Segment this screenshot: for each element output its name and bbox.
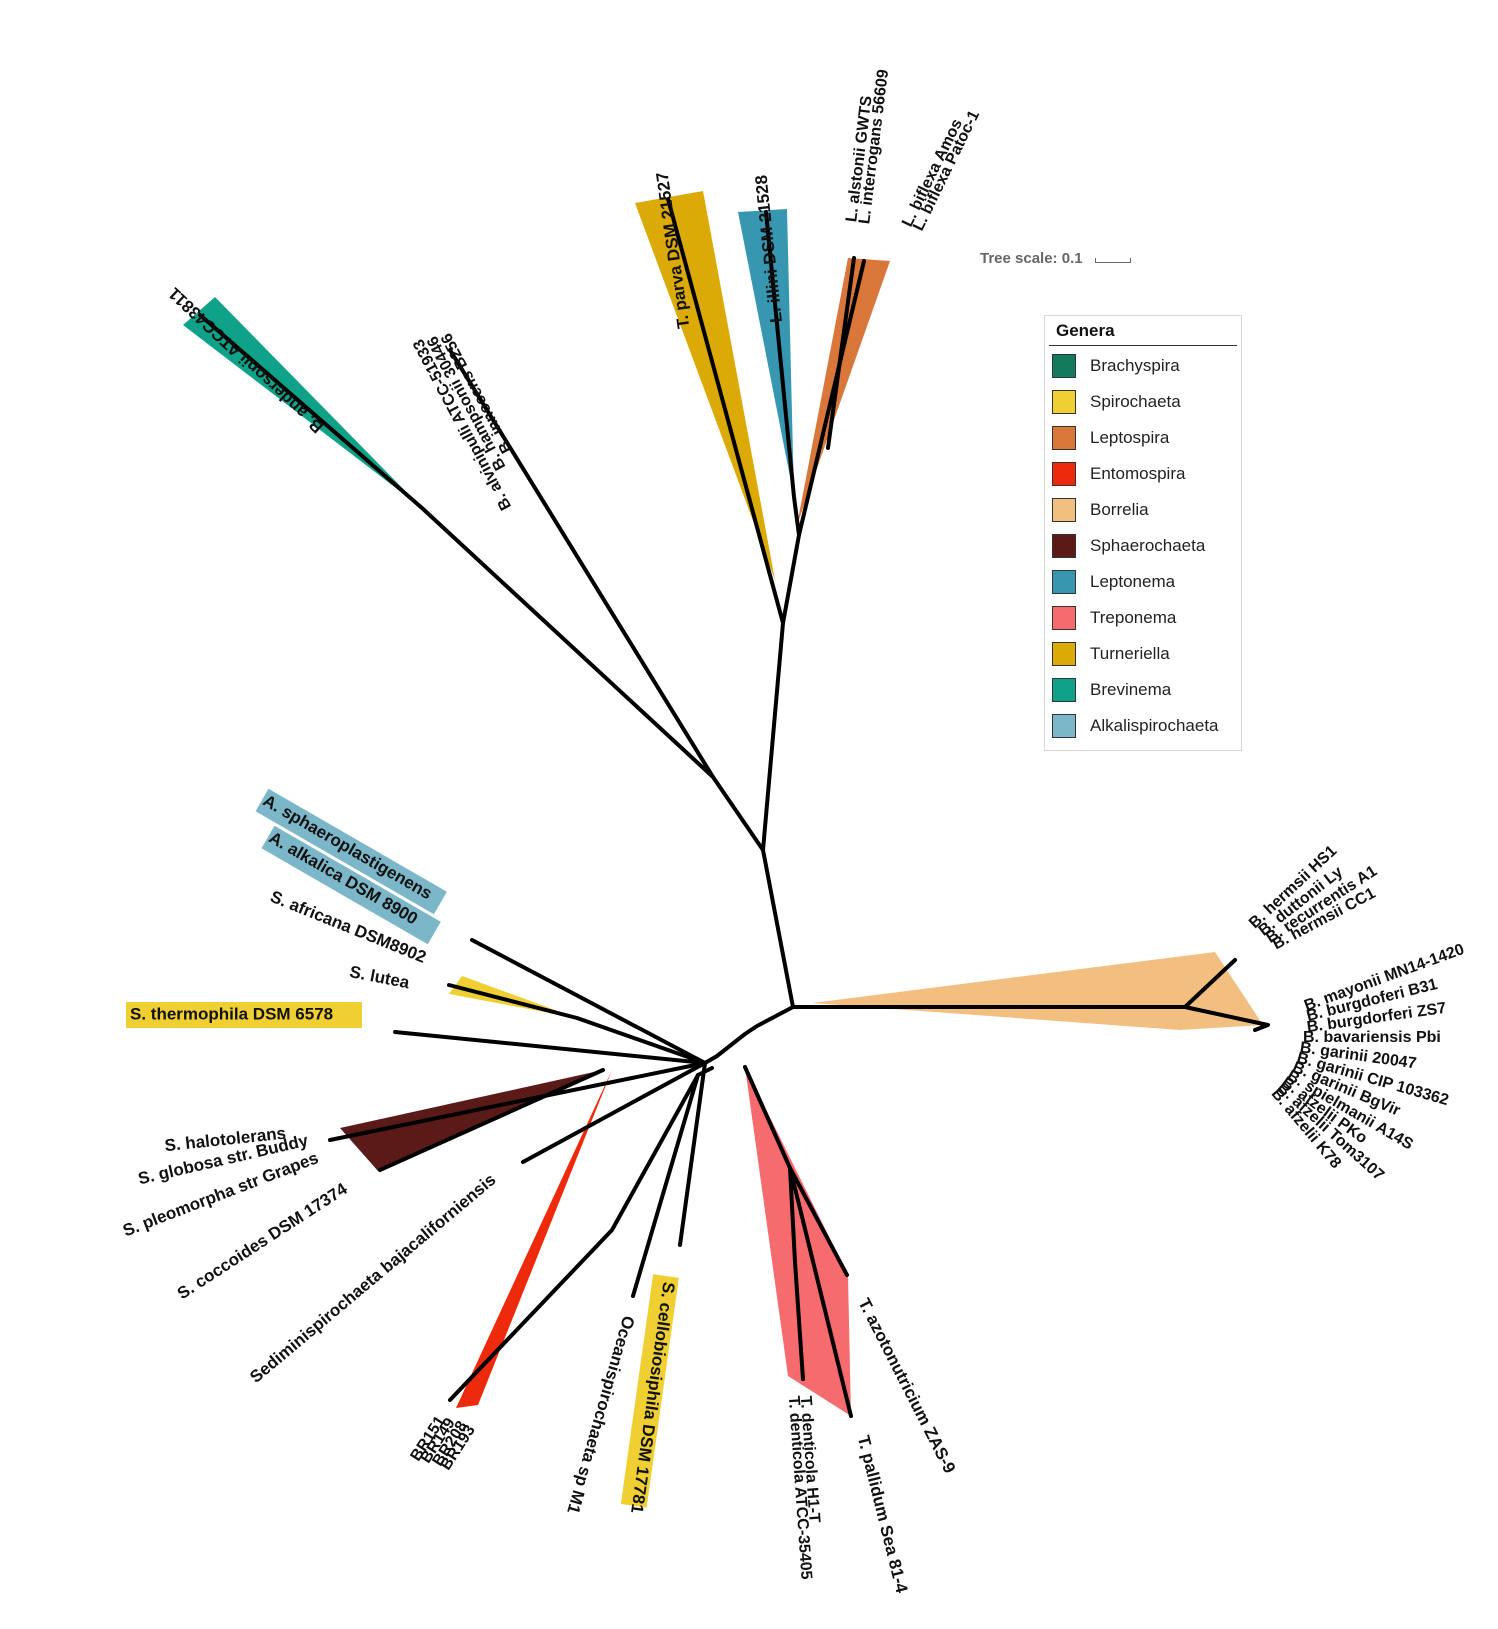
legend-label: Brevinema: [1090, 680, 1172, 699]
legend-item: Borrelia: [1052, 497, 1149, 523]
legend-item: Brevinema: [1052, 677, 1171, 703]
legend-title: Genera: [1049, 316, 1237, 346]
legend-item: Sphaerochaeta: [1052, 533, 1205, 559]
legend-label: Entomospira: [1090, 464, 1186, 483]
tree-branches: [198, 197, 1270, 1418]
genera-legend: Genera Brachyspira Spirochaeta Leptospir…: [1044, 315, 1242, 751]
legend-item: Entomospira: [1052, 461, 1185, 487]
s-cellobiosiphila-highlight: [620, 1274, 679, 1508]
legend-label: Leptonema: [1090, 572, 1176, 591]
legend-swatch: [1052, 462, 1076, 486]
legend-swatch: [1052, 570, 1076, 594]
legend-label: Borrelia: [1090, 500, 1149, 519]
a-alkalica-highlight: [261, 825, 441, 945]
legend-item: Leptospira: [1052, 425, 1169, 451]
legend-label: Leptospira: [1090, 428, 1170, 447]
legend-label: Alkalispirochaeta: [1090, 716, 1219, 735]
legend-label: Turneriella: [1090, 644, 1170, 663]
turneriella-wedge: [635, 191, 775, 580]
s-thermophila-highlight: [126, 1002, 362, 1028]
legend-swatch: [1052, 498, 1076, 522]
taxon-label: B. andersonii ATCC43811: [165, 284, 327, 437]
leptonema-wedge: [738, 209, 794, 497]
legend-swatch: [1052, 390, 1076, 414]
legend-label: Brachyspira: [1090, 356, 1180, 375]
a-sphaeroplastigenens-highlight: [255, 788, 447, 915]
legend-item: Leptonema: [1052, 569, 1175, 595]
legend-item: Alkalispirochaeta: [1052, 713, 1219, 739]
legend-item: Treponema: [1052, 605, 1176, 631]
tree-scale-bar: [1094, 258, 1131, 263]
spirochaeta-lutea-wedge: [449, 976, 577, 1018]
tree-scale: Tree scale: 0.1: [980, 250, 1131, 267]
legend-item: Brachyspira: [1052, 353, 1180, 379]
taxon-label: B. bavariensis Pbi: [1303, 1029, 1441, 1046]
treponema-wedge: [745, 1067, 851, 1416]
legend-swatch: [1052, 534, 1076, 558]
entomospira-wedge: [456, 1070, 612, 1408]
legend-swatch: [1052, 354, 1076, 378]
taxon-label: Sediminispirochaeta bajacaliforniensis: [246, 1170, 499, 1387]
taxon-label: S. thermophila DSM 6578: [130, 1004, 333, 1023]
legend-item: Spirochaeta: [1052, 389, 1181, 415]
tree-scale-label: Tree scale: 0.1: [980, 250, 1083, 267]
borrelia-wedge: [812, 952, 1263, 1030]
legend-label: Treponema: [1090, 608, 1177, 627]
legend-swatch: [1052, 606, 1076, 630]
legend-swatch: [1052, 678, 1076, 702]
sphaerochaeta-wedge: [340, 1070, 603, 1171]
taxon-label: T. pallidum Sea 81-4: [854, 1433, 912, 1595]
legend-label: Spirochaeta: [1090, 392, 1181, 411]
legend-swatch: [1052, 426, 1076, 450]
legend-swatch: [1052, 714, 1076, 738]
taxon-label: S. lutea: [348, 962, 412, 992]
legend-item: Turneriella: [1052, 641, 1170, 667]
leptospira-wedge: [797, 258, 890, 525]
legend-swatch: [1052, 642, 1076, 666]
legend-label: Sphaerochaeta: [1090, 536, 1206, 555]
